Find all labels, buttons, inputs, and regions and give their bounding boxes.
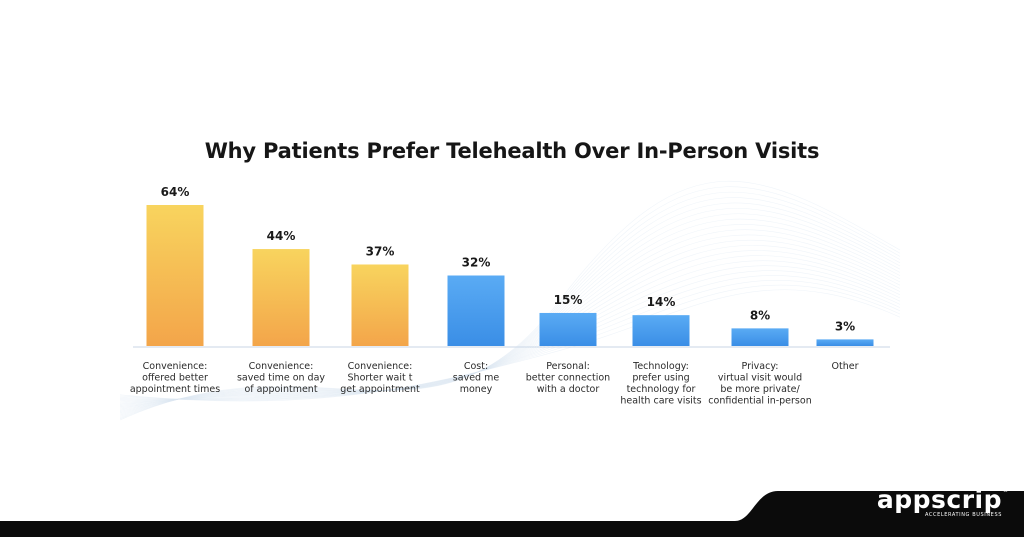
bar-3 bbox=[351, 264, 409, 346]
category-label-line: Cost: bbox=[464, 361, 488, 372]
category-label-line: saved time on day bbox=[237, 373, 325, 384]
data-label-1: 64% bbox=[161, 185, 190, 199]
registered-mark: ® bbox=[1002, 486, 1009, 494]
category-label-line: Convenience: bbox=[143, 361, 208, 372]
category-label-4: Cost: saved me money bbox=[453, 361, 500, 395]
category-label-2: Convenience: saved time on day of appointm… bbox=[237, 361, 325, 395]
category-label-line: confidential in-person bbox=[708, 396, 811, 407]
category-label-line: Other bbox=[832, 361, 859, 372]
bar-2 bbox=[252, 249, 310, 346]
category-label-line: with a doctor bbox=[537, 384, 600, 395]
category-label-line: appointment times bbox=[130, 384, 220, 395]
category-label-line: saved me bbox=[453, 373, 500, 384]
category-label-line: Shorter wait t bbox=[348, 373, 413, 384]
data-label-7: 8% bbox=[750, 308, 770, 322]
data-label-6: 14% bbox=[647, 295, 676, 309]
data-label-5: 15% bbox=[554, 293, 583, 307]
bar-7 bbox=[731, 328, 789, 346]
chart-title: Why Patients Prefer Telehealth Over In-P… bbox=[204, 139, 820, 163]
footer-bar: appscrip ACCELERATING BUSINESS ® bbox=[0, 477, 1024, 537]
category-label-7: Privacy: virtual visit would be more priva… bbox=[708, 361, 811, 407]
bar-chart: 64%44%37%32%15% 14%8%3% Convenience: offer… bbox=[119, 180, 901, 421]
category-label-line: money bbox=[460, 384, 493, 395]
category-label-5: Personal: better connection with a doctor bbox=[526, 361, 610, 395]
brand-tagline: ACCELERATING BUSINESS bbox=[924, 512, 1002, 518]
category-label-line: of appointment bbox=[244, 384, 317, 395]
category-label-line: offered better bbox=[142, 373, 208, 384]
category-label-line: technology for bbox=[627, 384, 696, 395]
brand-logo: appscrip ACCELERATING BUSINESS ® bbox=[876, 485, 1009, 519]
data-label-3: 37% bbox=[366, 244, 395, 258]
data-label-8: 3% bbox=[835, 319, 855, 333]
category-label-6: Technology: prefer using technology for hea… bbox=[620, 361, 701, 407]
data-label-2: 44% bbox=[267, 229, 296, 243]
category-label-8: Other bbox=[832, 361, 859, 372]
category-label-1: Convenience: offered better appointment ti… bbox=[130, 361, 220, 395]
footer-shape bbox=[0, 491, 1024, 537]
category-label-line: prefer using bbox=[632, 373, 689, 384]
category-label-line: Privacy: bbox=[742, 361, 779, 372]
bar-6 bbox=[632, 315, 690, 346]
category-label-line: Personal: bbox=[546, 361, 590, 372]
bar-4 bbox=[447, 275, 505, 346]
category-label-line: Convenience: bbox=[348, 361, 413, 372]
brand-name: appscrip bbox=[876, 485, 1002, 514]
data-label-4: 32% bbox=[462, 256, 491, 270]
bar-1 bbox=[146, 205, 204, 346]
bar-8 bbox=[816, 339, 874, 346]
decorative-wave-line bbox=[119, 186, 901, 420]
category-label-line: Convenience: bbox=[249, 361, 314, 372]
category-label-line: virtual visit would bbox=[718, 373, 802, 384]
category-label-line: better connection bbox=[526, 373, 610, 384]
category-label-3: Convenience: Shorter wait t get appointmen… bbox=[340, 361, 420, 395]
decorative-wave-line bbox=[119, 289, 901, 402]
category-label-line: Technology: bbox=[632, 361, 689, 372]
decorative-wave-line bbox=[119, 180, 901, 421]
category-label-line: health care visits bbox=[620, 396, 701, 407]
bar-5 bbox=[539, 312, 597, 346]
category-label-line: be more private/ bbox=[720, 384, 800, 395]
category-label-line: get appointment bbox=[340, 384, 420, 395]
decorative-wave-line bbox=[119, 284, 901, 401]
